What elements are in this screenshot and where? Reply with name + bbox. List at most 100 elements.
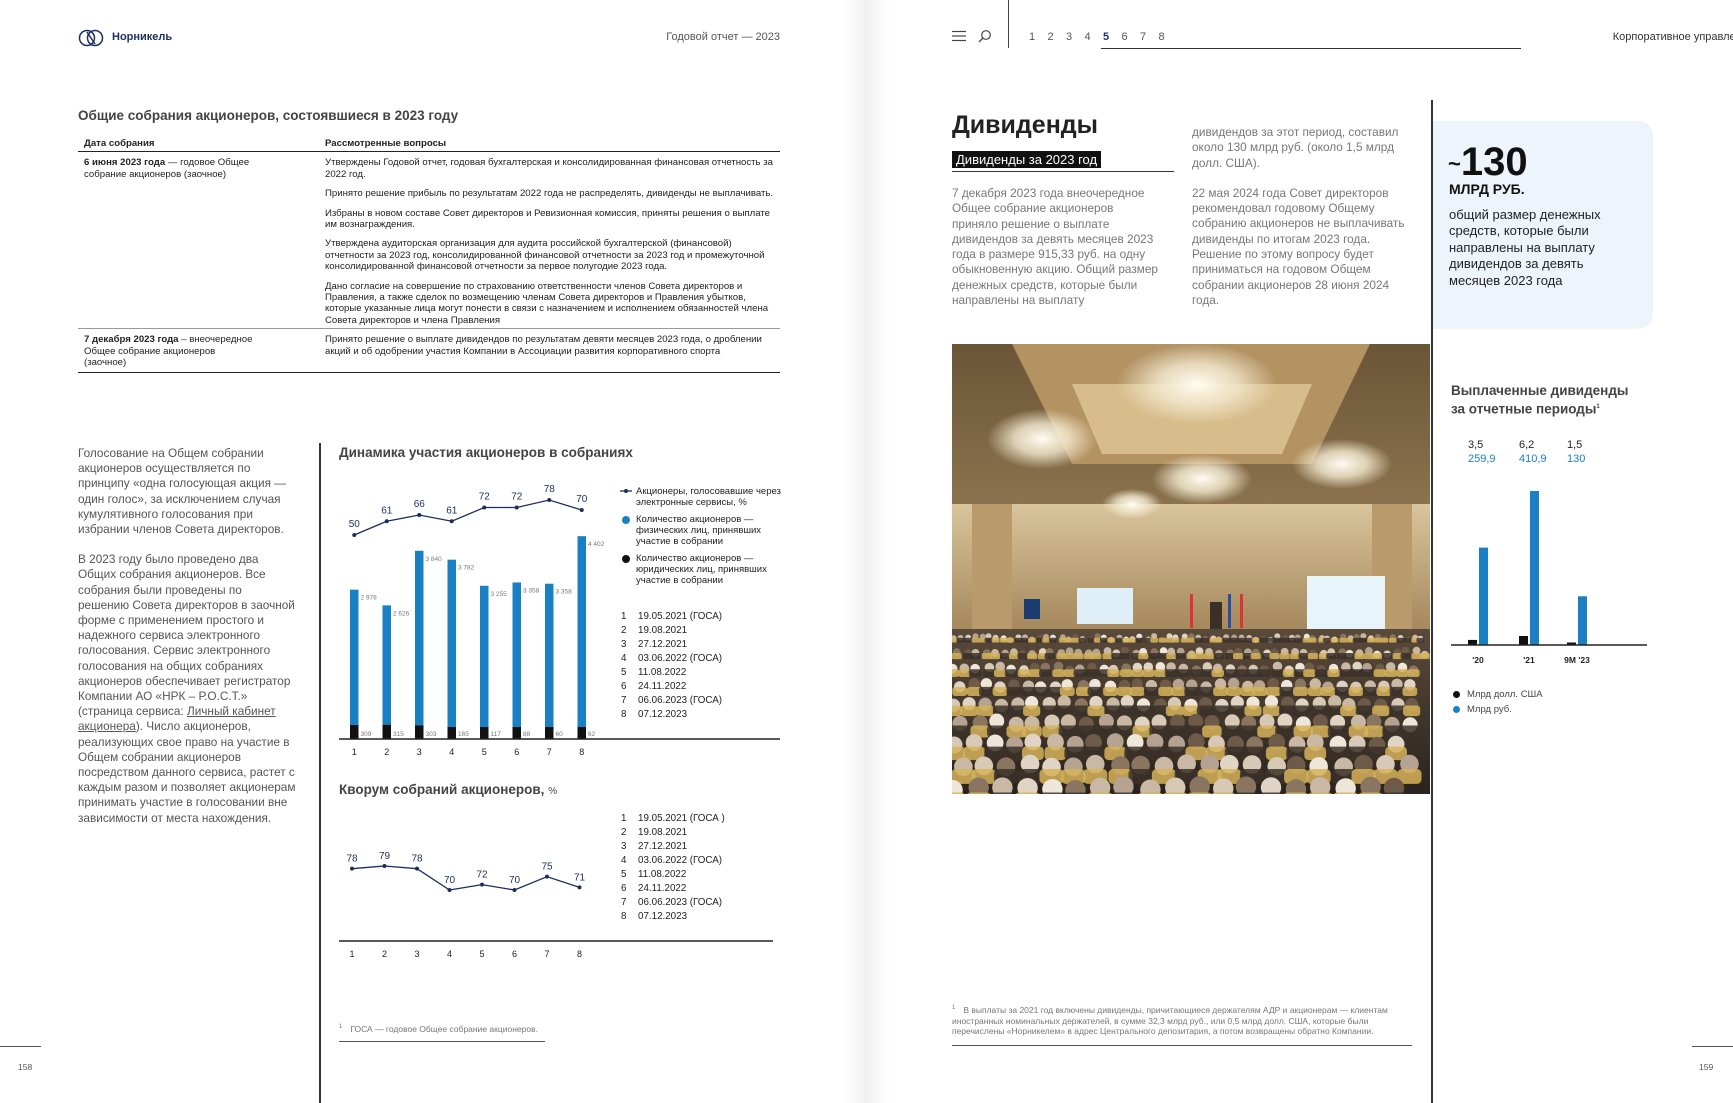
line-point [415,866,419,871]
issue-item: Принято решение о выплате дивидендов по … [325,334,762,357]
bar-label-individuals: 4 402 [588,541,605,548]
date-index: 1 [621,813,627,824]
legend-dot-blue-icon [1453,706,1460,713]
dividends-text-col2: дивидендов за этот период, составил окол… [1192,125,1412,308]
bar-individuals [480,585,489,727]
column-divider [319,443,321,1103]
date-list-item: 7 06.06.2023 (ГОСА) [621,896,725,910]
line-point [514,505,519,510]
nav-page-2[interactable]: 2 [1047,31,1054,43]
paid-title-text: Выплаченные дивиденды за отчетные период… [1451,383,1629,417]
nav-page-5[interactable]: 5 [1103,31,1110,43]
dividends-text-col1: 7 декабря 2023 года внеочередное Общее с… [952,186,1158,308]
bar-label-individuals: 2 978 [361,595,378,602]
date-index: 4 [621,855,627,866]
voting-text: Голосование на Общем собрании акционеров… [78,446,296,841]
bar-usd [1519,636,1528,645]
date-text: 27.12.2021 [638,841,688,852]
legend-dot-blue-icon [622,516,630,524]
bar-label-individuals: 3 358 [523,587,540,594]
bar-label-legal: 309 [361,731,372,738]
line-point [449,519,454,524]
x-tick-label: 2 [384,747,389,757]
date-list-item: 3 27.12.2021 [621,840,725,854]
nav-page-4[interactable]: 4 [1084,31,1091,43]
meeting-date-rest: – внеочередное Общее собрание акционеров… [84,334,253,369]
line-point [447,888,452,892]
value-label-usd: 3,5 [1468,439,1483,451]
left-footnote: 1 ГОСА — годовое Общее собрание акционеро… [339,1022,545,1042]
bar-legal [350,724,359,739]
kpi-number: 130 [1460,140,1528,184]
kpi-value: ~130 [1448,140,1528,185]
kpi-tilde: ~ [1448,151,1461,176]
audience-crowd [952,633,1430,794]
nav-page-1[interactable]: 1 [1029,31,1036,43]
bar-legal [382,724,391,739]
menu-icon[interactable] [952,30,966,42]
quorum-chart-title: Кворум собраний акционеров, % [339,782,557,797]
kpi-unit: МЛРД РУБ. [1449,181,1525,197]
date-text: 11.08.2022 [638,667,687,678]
bar-legal [577,727,586,739]
meeting-date-bold: 6 июня 2023 года [84,157,166,169]
bar-label-individuals: 3 840 [426,556,443,563]
quorum-line [351,865,580,891]
date-index: 5 [621,869,627,880]
legend-label: Количество акционеров — физических лиц, … [636,514,762,547]
nav-page-6[interactable]: 6 [1121,31,1128,43]
bar-individuals [415,550,424,726]
nav-page-8[interactable]: 8 [1158,31,1165,43]
date-index: 1 [621,611,627,622]
value-label-rub: 259,9 [1468,453,1496,465]
x-tick-label: '21 [1523,655,1535,665]
column-divider [1431,100,1433,1103]
shareholder-cabinet-link[interactable]: Личный кабинет акционера [78,704,276,734]
date-index: 2 [621,827,627,838]
bar-usd [1567,642,1576,645]
date-text: 07.12.2023 [638,911,688,922]
bar-rub [1479,547,1488,645]
quorum-title-text: Кворум собраний акционеров, [339,782,545,797]
legend-item-individuals: Количество акционеров — физических лиц, … [620,514,782,547]
date-list-item: 2 19.08.2021 [621,826,725,840]
page-number-rule [0,1046,41,1047]
date-text: 03.06.2022 (ГОСА) [638,855,723,866]
date-list-item: 6 24.11.2022 [621,882,725,896]
x-tick-label: 6 [514,747,519,757]
x-tick-label: 1 [349,949,354,959]
date-text: 24.11.2022 [638,681,687,692]
date-text: 06.06.2023 (ГОСА) [638,897,723,908]
bar-individuals [577,536,586,727]
x-tick-label: '20 [1472,655,1484,665]
date-list-item: 1 19.05.2021 (ГОСА ) [621,812,725,826]
line-point [480,882,484,887]
legend-item-rub: Млрд руб. [1453,704,1543,715]
legend-item-electronic: Акционеры, голосовавшие через электронны… [620,486,782,508]
search-icon[interactable] [978,29,992,43]
line-point-label: 70 [444,875,456,886]
date-text: 11.08.2022 [638,869,687,880]
value-label-usd: 1,5 [1567,439,1582,451]
date-text: 19.08.2021 [638,625,688,636]
x-tick-label: 1 [352,747,357,757]
meeting-date: 6 июня 2023 года — годовое Общее собрани… [78,152,319,329]
date-index: 6 [621,681,627,692]
date-text: 19.05.2021 (ГОСА) [638,611,723,622]
line-point-label: 78 [544,484,556,495]
date-text: 27.12.2021 [638,639,688,650]
voting-paragraph-2: В 2023 году было проведено два Общих соб… [78,552,296,826]
bar-individuals [545,583,554,727]
nav-page-7[interactable]: 7 [1140,31,1147,43]
bar-legal [415,725,424,739]
x-tick-label: 3 [417,747,422,757]
meetings-title: Общие собрания акционеров, состоявшиеся … [78,108,459,123]
issue-item: Утверждена аудиторская организация для а… [325,238,765,273]
bar-legal [447,727,456,739]
bar-rub [1578,596,1587,645]
meeting-issues: Утверждены Годовой отчет, годовая бухгал… [319,152,780,329]
date-list-item: 1 19.05.2021 (ГОСА) [621,610,722,624]
nav-page-3[interactable]: 3 [1066,31,1073,43]
